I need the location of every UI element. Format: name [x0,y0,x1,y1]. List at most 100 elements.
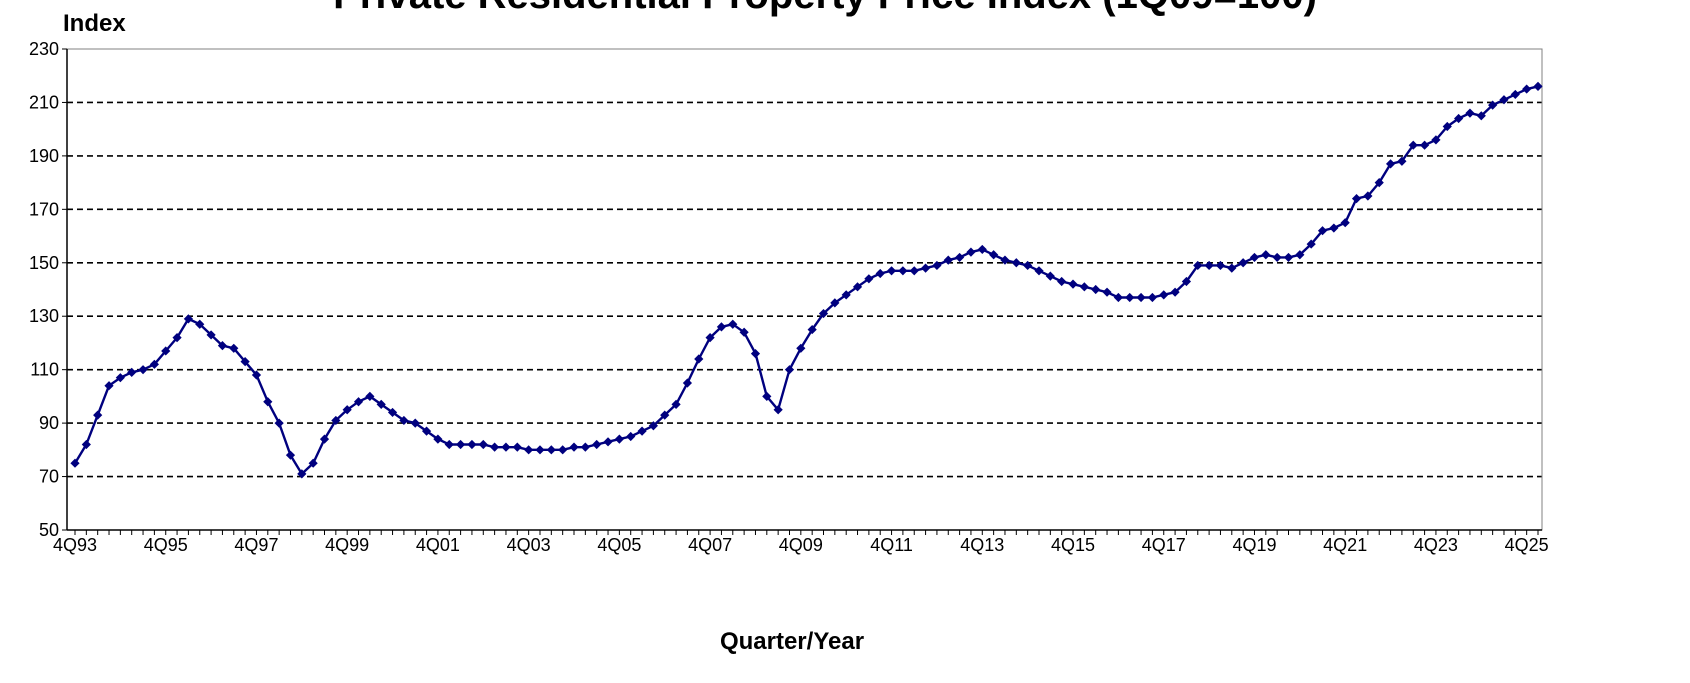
x-tick-label: 4Q13 [960,535,1004,555]
y-tick-label: 190 [29,146,59,166]
data-point [1011,258,1021,268]
data-point [1306,239,1316,249]
y-tick-label: 170 [29,199,59,219]
data-point [1068,279,1078,289]
data-point [93,410,103,420]
data-point [1317,226,1328,236]
data-point [682,378,693,388]
data-point [1488,100,1498,110]
x-axis-title: Quarter/Year [720,628,864,655]
data-point [1510,89,1520,100]
data-point [1465,108,1475,118]
data-point [512,442,522,452]
data-point [977,244,987,255]
data-point [138,365,148,375]
x-tick-label: 4Q21 [1323,535,1367,555]
data-point [603,437,613,447]
data-point [592,439,602,450]
data-point [399,415,409,426]
data-point [1522,84,1532,94]
data-point [1091,284,1101,295]
data-point [1034,266,1044,276]
data-point [1045,271,1055,281]
data-point [297,469,307,479]
data-point [1351,194,1362,204]
data-point [1000,255,1010,265]
data-point [784,365,795,375]
x-tick-label: 4Q17 [1142,535,1186,555]
data-point [308,458,318,468]
data-point [342,405,352,415]
data-point [648,421,658,431]
data-point [580,442,590,452]
data-point [376,399,386,410]
data-point [206,330,216,340]
data-point [1170,287,1180,297]
data-point [558,445,568,455]
data-point [229,343,239,353]
x-tick-label: 4Q99 [325,535,369,555]
data-point [569,442,579,452]
x-tick-labels: 4Q93 4Q95 4Q97 4Q99 4Q01 4Q03 4Q05 4Q07 4Q09 4Q11… [53,530,1549,555]
data-point [1476,111,1486,121]
series-line [73,85,1539,476]
data-point [319,434,330,444]
data-point [455,439,466,450]
data-point [240,357,250,367]
data-point [1079,282,1089,292]
data-point [285,450,296,460]
x-tick-label: 4Q93 [53,535,97,555]
data-point [217,341,228,351]
data-point [762,391,772,401]
data-point [1533,81,1543,92]
data-point [251,370,262,380]
y-tick-label: 230 [29,39,59,59]
x-tick-label: 4Q97 [234,535,278,555]
data-point [1159,290,1169,300]
data-point [444,439,454,450]
data-point [626,431,636,442]
data-point [773,405,783,415]
data-point [864,274,874,284]
x-tick-label: 4Q15 [1051,535,1095,555]
data-point [501,442,511,452]
data-point [818,308,829,319]
data-point [421,426,432,436]
x-tick-label: 4Q07 [688,535,732,555]
data-point [1102,287,1112,297]
data-point [716,322,727,332]
data-point [1408,140,1418,150]
data-point [1204,260,1214,271]
data-point [943,255,953,265]
plot-frame [66,48,1543,531]
data-point [535,445,545,455]
x-tick-label: 4Q11 [870,535,913,555]
data-point [1272,252,1282,263]
y-tick-label: 150 [29,253,59,273]
data-point [183,314,194,324]
data-point [1283,252,1294,263]
data-point [524,445,534,455]
data-point [875,268,885,279]
x-tick-label: 4Q09 [779,535,823,555]
axes [66,49,1542,531]
y-tick-label: 90 [39,413,59,433]
data-point [1215,260,1226,271]
data-point [1499,95,1509,105]
data-point [955,252,965,263]
data-point [671,399,681,410]
data-point [1181,276,1192,287]
x-tick-label: 4Q19 [1232,535,1276,555]
data-point [1295,250,1305,260]
data-point [1023,260,1033,271]
data-point [920,263,931,273]
data-point [353,397,364,407]
x-tick-label: 4Q95 [144,535,188,555]
data-point [1147,292,1158,303]
data-point [614,434,624,444]
data-point [1249,252,1260,263]
data-point [660,410,670,420]
data-point [172,333,182,343]
data-point [1431,135,1441,145]
